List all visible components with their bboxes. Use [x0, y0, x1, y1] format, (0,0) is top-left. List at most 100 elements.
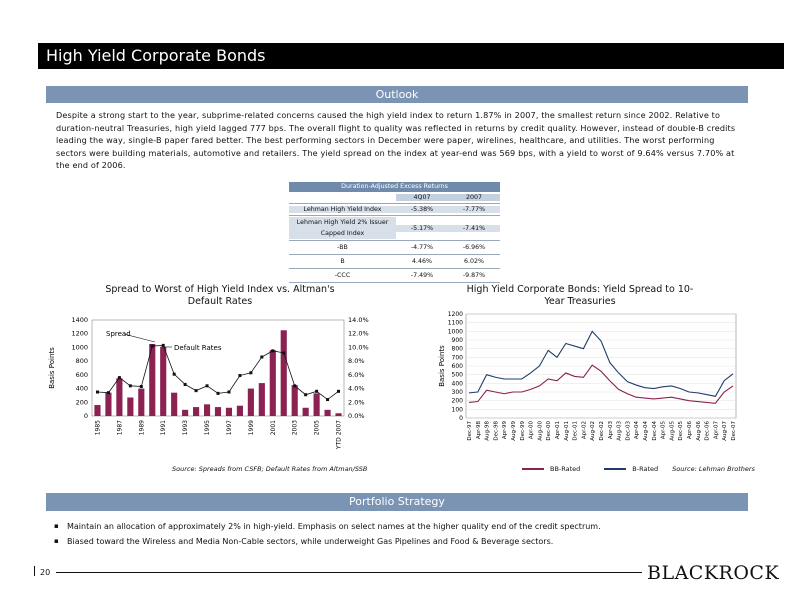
x-tick-label: 1995 [204, 420, 211, 435]
default-rate-point [139, 385, 143, 389]
y2-tick-label: 12.0% [348, 330, 369, 338]
y-tick-label: 1100 [448, 320, 463, 327]
list-item: Maintain an allocation of approximately … [54, 519, 754, 534]
outlook-heading: Outlook [46, 86, 748, 103]
x-tick-label: 1987 [116, 420, 123, 435]
x-tick-label: Apr-99 [502, 421, 508, 440]
x-tick-label: 2001 [270, 420, 277, 435]
x-tick-label: Dec-97 [467, 421, 473, 441]
y-tick-label: 900 [452, 337, 464, 344]
bar [291, 385, 298, 416]
default-rate-point [271, 349, 275, 353]
x-tick-label: Dec-04 [652, 421, 658, 441]
default-rate-point [260, 355, 264, 359]
bar [313, 393, 320, 416]
y-tick-label: 800 [76, 357, 88, 365]
legend-b-swatch [604, 468, 627, 470]
list-item: Biased toward the Wireless and Media Non… [54, 534, 754, 549]
row-value: -5.38% [396, 206, 448, 213]
x-tick-label: Apr-98 [476, 421, 482, 440]
x-tick-label: Dec-02 [599, 421, 605, 441]
row-value: -6.96% [462, 244, 486, 251]
row-label: Lehman High Yield Index [289, 206, 396, 213]
excess-returns-table: Duration-Adjusted Excess Returns 4Q07 20… [289, 182, 500, 283]
default-rate-point [95, 390, 99, 394]
default-rate-point [194, 389, 198, 393]
table-col-4q07: 4Q07 [396, 194, 448, 201]
bar [105, 392, 112, 416]
y-tick-label: 200 [452, 398, 464, 405]
x-tick-label: Aug-01 [564, 421, 570, 441]
y-tick-label: 1200 [448, 311, 463, 318]
x-tick-label: Aug-99 [511, 421, 517, 441]
x-tick-label: Aug-98 [485, 421, 491, 441]
bar [94, 405, 101, 416]
footer-rule [56, 572, 642, 573]
x-tick-label: Apr-03 [608, 421, 614, 440]
y2-tick-label: 14.0% [348, 316, 369, 324]
y2-tick-label: 0.0% [348, 412, 365, 420]
bar [302, 407, 309, 416]
x-tick-label: Aug-00 [537, 421, 543, 441]
bar [149, 344, 156, 416]
default-rate-point [205, 384, 209, 388]
y-tick-label: 100 [452, 406, 464, 413]
default-rate-point [216, 391, 220, 395]
default-rate-point [172, 372, 176, 376]
legend-bb-label: BB-Rated [550, 465, 581, 473]
x-tick-label: Apr-01 [555, 421, 561, 439]
x-tick-label: Apr-02 [581, 421, 587, 439]
bar [280, 330, 287, 416]
series-line [468, 364, 734, 404]
y2-tick-label: 4.0% [348, 385, 365, 393]
row-label: -BB [337, 244, 348, 251]
row-label: Lehman High Yield 2% Issuer Capped Index [289, 217, 396, 239]
row-value: 4.46% [411, 258, 432, 265]
bar [138, 388, 145, 416]
x-tick-label: Dec-98 [493, 421, 499, 441]
spread-default-chart-title: Spread to Worst of High Yield Index vs. … [105, 284, 335, 307]
y-tick-label: 200 [76, 398, 88, 406]
x-tick-label: Dec-06 [705, 421, 711, 441]
default-rates-annotation: Default Rates [174, 344, 222, 352]
x-tick-label: 1985 [94, 420, 101, 435]
blackrock-logo: BLACKROCK [647, 562, 780, 584]
y-tick-label: 0 [459, 415, 463, 422]
default-rate-point [304, 393, 308, 397]
row-value: 6.02% [463, 258, 484, 265]
yield-spread-chart-title: High Yield Corporate Bonds: Yield Spread… [466, 284, 694, 307]
legend-bb-swatch [522, 468, 544, 470]
default-rate-point [150, 344, 154, 348]
bar [182, 409, 189, 416]
default-rate-point [337, 389, 341, 393]
default-rate-point [315, 389, 319, 393]
spread-default-source: Source: Spreads from CSFB; Default Rates… [172, 465, 368, 473]
default-rate-point [326, 398, 330, 402]
table-row: -CCC -7.49% -9.87% [289, 269, 500, 283]
x-tick-label: Dec-07 [731, 421, 737, 441]
page-title: High Yield Corporate Bonds [38, 43, 784, 69]
x-tick-label: 2003 [292, 420, 299, 435]
y-tick-label: 1400 [71, 316, 88, 324]
x-tick-label: Dec-01 [573, 421, 579, 441]
x-tick-label: 1991 [160, 420, 167, 435]
y-tick-label: 600 [452, 363, 464, 370]
y-axis-label: Basis Points [48, 347, 56, 389]
table-row: Lehman High Yield Index -5.38% -7.77% [289, 204, 500, 216]
y-tick-label: 500 [452, 372, 464, 379]
bar [193, 407, 200, 416]
page-number: 20 [40, 568, 51, 577]
default-rate-point [117, 376, 121, 380]
bar [324, 409, 331, 416]
row-value: -5.17% [396, 224, 448, 232]
legend: BB-Rated B-Rated Source: Lehman Brothers [522, 465, 755, 473]
bar [116, 378, 123, 416]
y2-tick-label: 8.0% [348, 357, 365, 365]
x-tick-label: 1997 [226, 420, 233, 435]
spread-annotation: Spread [106, 330, 131, 338]
bar [225, 407, 233, 416]
default-rate-line [97, 344, 339, 401]
bar [203, 404, 211, 416]
x-tick-label: Aug-04 [643, 421, 649, 441]
